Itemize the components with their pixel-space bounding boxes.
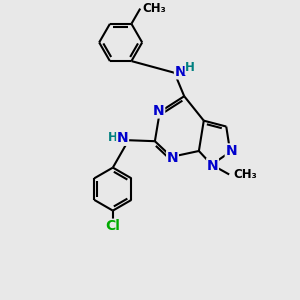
Text: N: N <box>225 144 237 158</box>
Text: CH₃: CH₃ <box>233 168 257 181</box>
Text: N: N <box>153 104 165 118</box>
Text: N: N <box>167 151 178 165</box>
Text: N: N <box>207 159 218 172</box>
Text: Cl: Cl <box>105 219 120 233</box>
Text: N: N <box>117 131 128 145</box>
Text: H: H <box>185 61 195 74</box>
Text: CH₃: CH₃ <box>142 2 166 15</box>
Text: H: H <box>108 131 118 144</box>
Text: N: N <box>175 65 186 79</box>
